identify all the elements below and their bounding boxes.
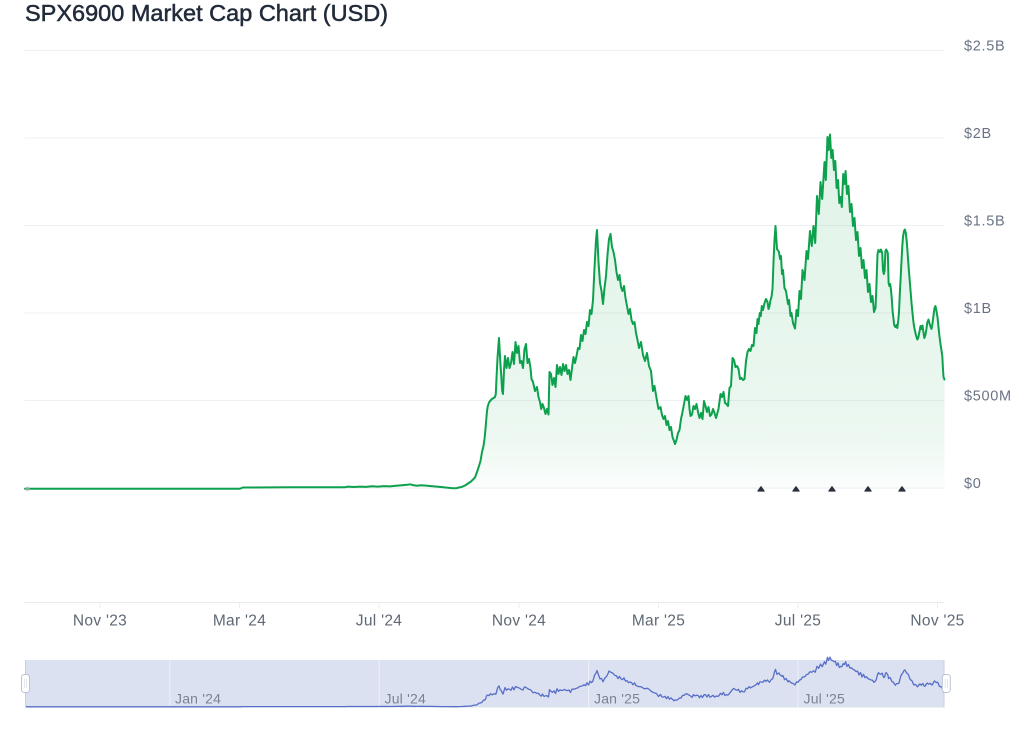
svg-text:Nov '23: Nov '23: [73, 613, 127, 630]
svg-text:Nov '25: Nov '25: [910, 613, 964, 630]
svg-text:$1B: $1B: [964, 301, 992, 317]
svg-text:Jul '24: Jul '24: [356, 613, 402, 630]
svg-text:Nov '24: Nov '24: [492, 613, 546, 630]
svg-text:$2.5B: $2.5B: [964, 39, 1005, 55]
svg-text:Mar '25: Mar '25: [632, 613, 685, 630]
svg-text:Jul '25: Jul '25: [804, 691, 845, 707]
svg-text:Jul '24: Jul '24: [385, 691, 426, 707]
svg-text:$0: $0: [964, 476, 982, 492]
svg-text:$500M: $500M: [964, 389, 1012, 405]
svg-text:Jan '25: Jan '25: [594, 691, 640, 707]
svg-text:Jan '24: Jan '24: [175, 691, 221, 707]
svg-text:Mar '24: Mar '24: [213, 613, 266, 630]
svg-text:$1.5B: $1.5B: [964, 214, 1005, 230]
svg-text:Jul '25: Jul '25: [775, 613, 821, 630]
svg-text:$2B: $2B: [964, 126, 992, 142]
